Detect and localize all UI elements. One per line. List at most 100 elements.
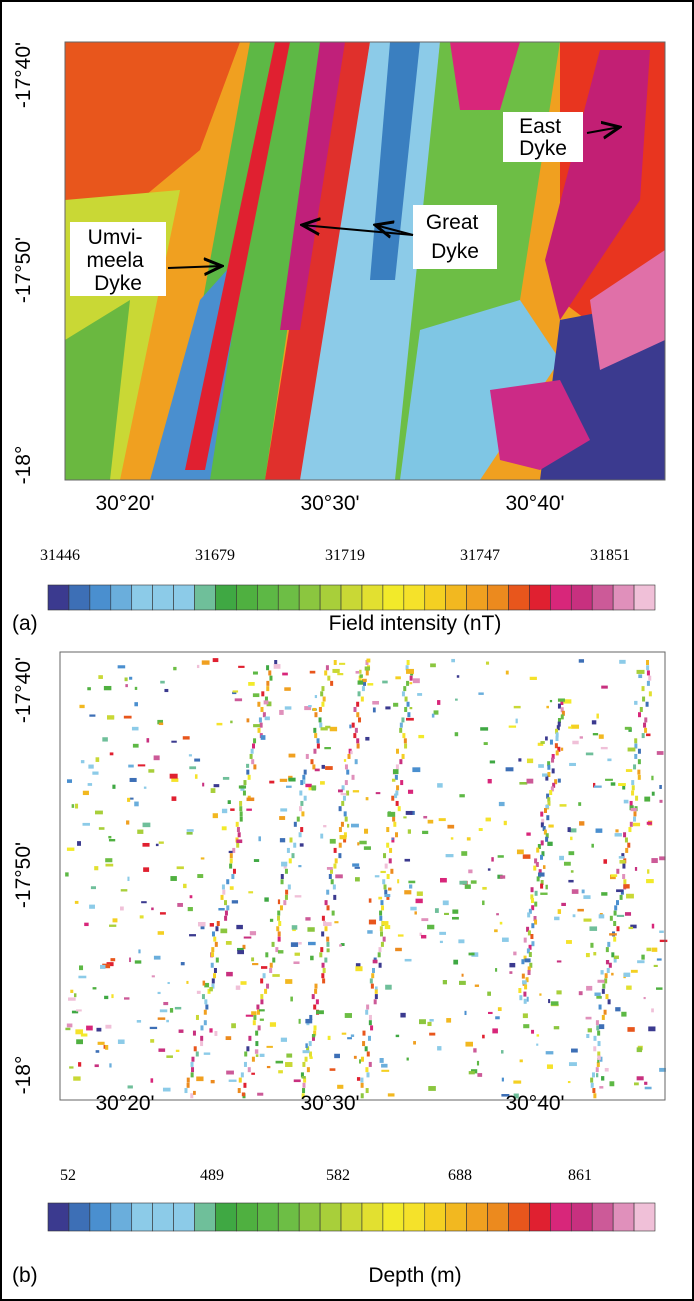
depth-dot: [96, 1027, 102, 1032]
depth-dot: [568, 851, 575, 856]
depth-dot: [478, 828, 483, 832]
depth-dot: [566, 940, 572, 944]
depth-dot: [216, 722, 223, 726]
depth-dot: [318, 706, 322, 712]
depth-dot: [554, 916, 560, 921]
depth-dot: [631, 790, 635, 796]
depth-dot: [619, 859, 626, 864]
depth-dot: [251, 1056, 255, 1062]
depth-dot: [171, 796, 177, 801]
depth-dot: [343, 837, 347, 843]
depth-dot: [73, 993, 77, 998]
depth-dot: [483, 742, 488, 746]
depth-dot: [324, 670, 328, 676]
depth-dot: [365, 1088, 369, 1094]
depth-dot: [515, 718, 518, 724]
depth-dot: [593, 1035, 597, 1041]
depth-dot: [358, 717, 362, 723]
depth-dot: [226, 905, 230, 911]
depth-dot: [395, 947, 402, 952]
depth-dot: [200, 1041, 204, 1047]
depth-dot: [430, 663, 436, 668]
depth-dot: [611, 952, 615, 958]
colorbar-cell: [47, 1202, 70, 1232]
colorbar-cell: [529, 584, 551, 611]
depth-dot: [595, 1073, 599, 1078]
depth-dot: [281, 861, 288, 867]
depth-dot: [525, 977, 529, 983]
depth-dot: [260, 706, 264, 712]
depth-dot: [213, 784, 220, 788]
depth-dot: [641, 686, 645, 692]
depth-dot: [193, 1046, 197, 1052]
depth-dot: [190, 1072, 194, 1078]
depth-dot: [89, 904, 95, 909]
depth-dot: [406, 668, 414, 674]
depth-dot: [299, 843, 304, 847]
depth-dot: [250, 748, 254, 754]
y-tick-label: -17°40': [12, 42, 35, 108]
depth-dot: [296, 816, 300, 822]
depth-dot: [271, 941, 275, 947]
depth-dot: [311, 1035, 315, 1041]
depth-dot: [610, 782, 616, 786]
x-tick-label: 30°40': [505, 1092, 564, 1115]
depth-dot: [143, 786, 147, 789]
depth-dot: [555, 732, 559, 738]
depth-dot: [427, 1021, 432, 1027]
depth-dot: [499, 921, 503, 925]
depth-dot: [311, 785, 317, 790]
depth-dot: [527, 930, 531, 936]
depth-dot: [189, 934, 196, 937]
depth-dot: [642, 696, 646, 702]
depth-dot: [527, 966, 531, 972]
depth-dot: [293, 842, 297, 848]
depth-dot: [651, 947, 658, 952]
depth-dot: [354, 759, 358, 765]
depth-dot: [239, 811, 243, 817]
depth-dot: [224, 915, 228, 921]
depth-dot: [379, 910, 383, 916]
annotation-line: Dyke: [94, 272, 142, 295]
depth-dot: [253, 764, 257, 770]
depth-dot: [277, 899, 281, 905]
depth-dot: [569, 828, 577, 833]
depth-dot: [545, 1051, 554, 1055]
depth-dot: [393, 821, 397, 827]
depth-dot: [428, 1086, 436, 1091]
depth-dot: [229, 886, 234, 890]
depth-dot: [587, 1028, 592, 1033]
depth-dot: [607, 758, 612, 762]
depth-dot: [244, 1051, 248, 1057]
depth-dot: [365, 670, 369, 676]
depth-dot: [403, 738, 407, 744]
colorbar-cell: [550, 584, 572, 611]
depth-dot: [381, 1063, 388, 1068]
depth-dot: [513, 1093, 519, 1099]
depth-dot: [256, 1009, 260, 1015]
depth-dot: [557, 778, 561, 783]
depth-dot: [277, 950, 284, 954]
depth-dot: [200, 857, 205, 860]
depth-dot: [104, 995, 109, 1000]
depth-dot: [186, 831, 193, 835]
depth-dot: [190, 1093, 194, 1099]
depth-dot: [578, 991, 583, 996]
depth-dot: [607, 999, 611, 1005]
depth-dot: [365, 660, 369, 665]
depth-dot: [280, 879, 284, 885]
depth-dot: [540, 892, 548, 895]
depth-dot: [322, 696, 326, 702]
colorbar-cell: [361, 1202, 384, 1232]
depth-dot: [545, 804, 550, 809]
depth-dot: [659, 856, 666, 861]
depth-dot: [266, 983, 270, 989]
depth-dot: [220, 894, 224, 900]
colorbar-label: 489: [200, 1167, 224, 1184]
depth-dot: [269, 675, 273, 681]
depth-dot: [439, 877, 447, 883]
depth-dot: [619, 659, 626, 664]
colorbar-cell: [298, 1202, 321, 1232]
depth-dot: [150, 1039, 155, 1043]
depth-dot: [105, 863, 114, 867]
